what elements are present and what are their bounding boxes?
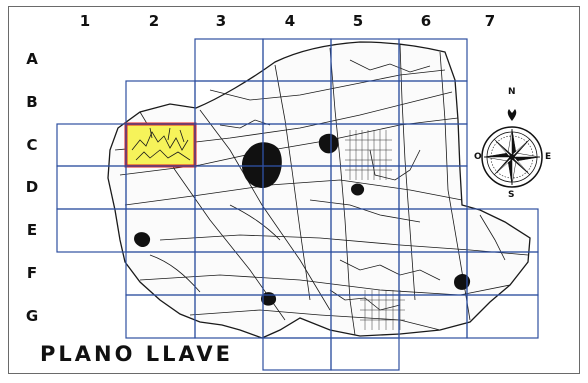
column-label-2: 2 bbox=[148, 12, 160, 30]
row-label-a: A bbox=[26, 50, 38, 68]
street-grid-hatch bbox=[345, 130, 405, 330]
column-label-7: 7 bbox=[484, 12, 496, 30]
compass-north-label: N bbox=[508, 87, 516, 97]
row-label-g: G bbox=[25, 307, 39, 325]
column-label-4: 4 bbox=[284, 12, 296, 30]
highlighted-sheet-detail bbox=[131, 127, 191, 161]
compass-east-label: E bbox=[545, 152, 552, 162]
row-label-d: D bbox=[25, 178, 39, 196]
compass-south-label: S bbox=[508, 190, 515, 200]
sheet-grid bbox=[56, 38, 539, 371]
column-label-5: 5 bbox=[352, 12, 364, 30]
map-title: PLANO LLAVE bbox=[40, 342, 233, 366]
urban-areas bbox=[134, 133, 471, 306]
compass-west-label: O bbox=[474, 152, 482, 162]
column-label-6: 6 bbox=[420, 12, 432, 30]
column-label-3: 3 bbox=[215, 12, 227, 30]
row-label-f: F bbox=[26, 264, 38, 282]
territory-outline bbox=[107, 41, 531, 339]
row-label-c: C bbox=[26, 136, 38, 154]
compass-rose-icon bbox=[481, 109, 543, 188]
column-label-1: 1 bbox=[79, 12, 91, 30]
row-label-b: B bbox=[26, 93, 38, 111]
row-label-e: E bbox=[26, 221, 38, 239]
